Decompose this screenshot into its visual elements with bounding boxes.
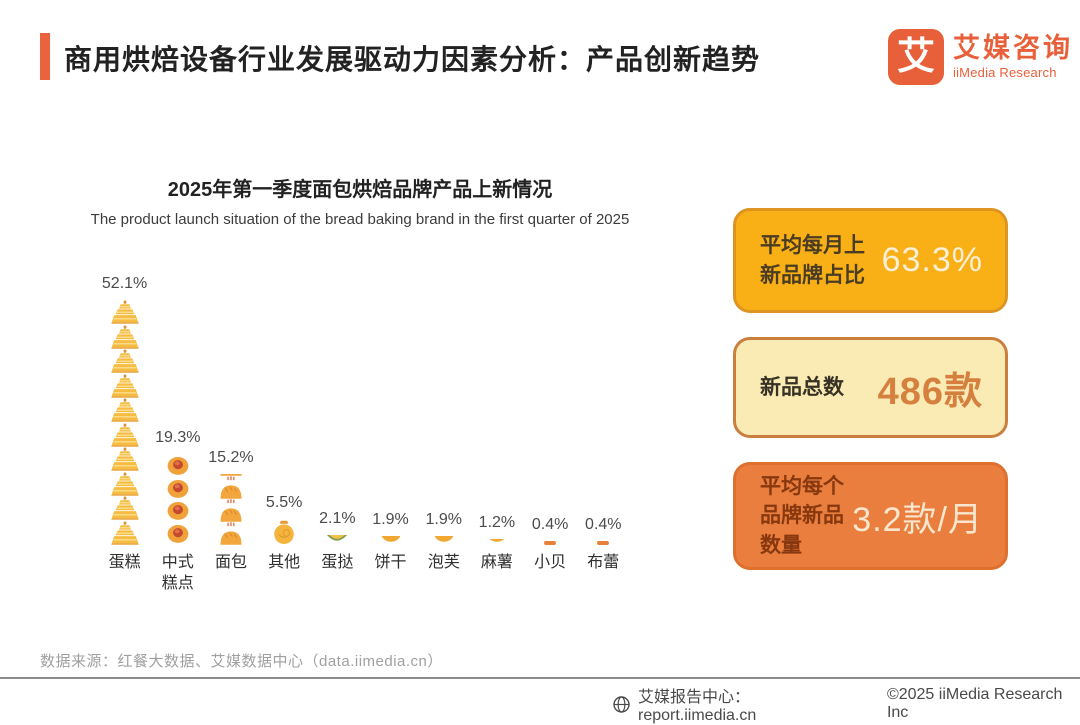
chart-column: 0.4% — [577, 516, 630, 545]
puff-icon — [429, 536, 459, 545]
stat-card-value: 486款 — [878, 360, 983, 415]
bar-value-label: 1.2% — [479, 514, 515, 532]
chart-column: 19.3% — [151, 429, 204, 545]
stat-card-value: 3.2款/月 — [852, 492, 983, 541]
stat-card: 平均每个品牌新品数量 3.2款/月 — [733, 462, 1008, 570]
category-label: 蛋糕 — [98, 553, 151, 595]
chart-column: 1.2% — [470, 514, 523, 545]
bar-value-label: 5.5% — [266, 494, 302, 512]
cake-icon — [110, 349, 140, 374]
cake-icon — [110, 300, 140, 325]
bar-value-label: 2.1% — [319, 510, 355, 528]
chart-category-axis: 蛋糕中式糕点面包其他蛋挞饼干泡芙麻薯小贝布蕾 — [98, 553, 630, 595]
iimedia-logo: 艾 艾媒咨询 iiMedia Research — [888, 29, 1073, 85]
footer-divider — [0, 677, 1080, 679]
stat-card: 新品总数 486款 — [733, 337, 1008, 438]
stuffed-bun-icon — [163, 477, 193, 500]
title-accent-bar — [40, 33, 50, 80]
stuffed-bun-icon — [163, 454, 193, 477]
globe-icon — [613, 696, 630, 713]
cake-icon — [110, 398, 140, 423]
pictogram-stack — [269, 519, 299, 545]
category-label: 布蕾 — [577, 553, 630, 595]
chart-title: 2025年第一季度面包烘焙品牌产品上新情况 — [40, 173, 680, 202]
category-label: 麻薯 — [470, 553, 523, 595]
pictogram-stack — [588, 541, 618, 545]
category-label: 其他 — [258, 553, 311, 595]
category-label: 蛋挞 — [311, 553, 364, 595]
footer-copyright: ©2025 iiMedia Research Inc — [887, 686, 1080, 722]
bread-icon — [216, 499, 246, 522]
mochi-icon — [482, 539, 512, 545]
cake-icon — [110, 325, 140, 350]
pictogram-stack — [163, 454, 193, 545]
chart-column: 52.1% — [98, 275, 151, 545]
bar-value-label: 0.4% — [532, 516, 568, 534]
stat-card-value: 63.3% — [882, 241, 983, 280]
tart-icon — [322, 535, 352, 545]
footer-report-center: 艾媒报告中心：report.iimedia.cn — [638, 683, 859, 725]
bar-value-label: 0.4% — [585, 516, 621, 534]
pictogram-stack — [376, 536, 406, 545]
brulee-icon — [588, 541, 618, 545]
pouch-icon — [269, 520, 299, 545]
bar-value-label: 19.3% — [155, 429, 200, 447]
data-source-note: 数据来源：红餐大数据、艾媒数据中心（data.iimedia.cn） — [40, 650, 443, 671]
cake-icon — [110, 447, 140, 472]
bar-value-label: 1.9% — [425, 511, 461, 529]
bread-icon — [216, 522, 246, 545]
bar-value-label: 15.2% — [208, 449, 253, 467]
category-label: 泡芙 — [417, 553, 470, 595]
chart-column: 2.1% — [311, 510, 364, 545]
pictogram-stack — [322, 535, 352, 545]
pictogram-stack — [429, 536, 459, 545]
cake-icon — [110, 496, 140, 521]
category-label: 面包 — [204, 553, 257, 595]
category-label: 饼干 — [364, 553, 417, 595]
cake-icon — [110, 374, 140, 399]
pictogram-stack — [535, 541, 565, 545]
cookie-icon — [376, 536, 406, 545]
chart-column: 0.4% — [524, 516, 577, 545]
cake-icon — [110, 521, 140, 546]
shell-icon — [535, 541, 565, 545]
iimedia-logo-icon: 艾 — [888, 29, 944, 85]
chart-column: 15.2% — [204, 449, 257, 545]
logo-name-cn: 艾媒咨询 — [953, 34, 1073, 64]
chart-subtitle: The product launch situation of the brea… — [20, 211, 700, 228]
stat-card-label: 平均每月上新品牌占比 — [760, 231, 878, 290]
chart-column: 1.9% — [364, 511, 417, 545]
chart-column: 5.5% — [258, 494, 311, 545]
footer: 艾媒报告中心：report.iimedia.cn ©2025 iiMedia R… — [613, 683, 1080, 725]
category-label: 小贝 — [524, 553, 577, 595]
stat-card-label: 新品总数 — [760, 373, 878, 402]
cake-icon — [110, 423, 140, 448]
bread-icon — [216, 476, 246, 499]
cake-icon — [110, 472, 140, 497]
logo-name-en: iiMedia Research — [953, 65, 1073, 80]
stuffed-bun-icon — [163, 499, 193, 522]
pictogram-stack — [482, 539, 512, 545]
pictogram-bar-chart: 52.1% — [98, 255, 630, 545]
bar-value-label: 1.9% — [372, 511, 408, 529]
category-label: 中式糕点 — [151, 553, 204, 595]
pictogram-stack — [110, 300, 140, 545]
stat-card-label: 平均每个品牌新品数量 — [760, 472, 852, 560]
stat-card: 平均每月上新品牌占比 63.3% — [733, 208, 1008, 313]
pictogram-stack — [216, 474, 246, 545]
chart-column: 1.9% — [417, 511, 470, 545]
stuffed-bun-icon — [163, 522, 193, 545]
bar-value-label: 52.1% — [102, 275, 147, 293]
page-title: 商用烘焙设备行业发展驱动力因素分析：产品创新趋势 — [64, 38, 760, 78]
